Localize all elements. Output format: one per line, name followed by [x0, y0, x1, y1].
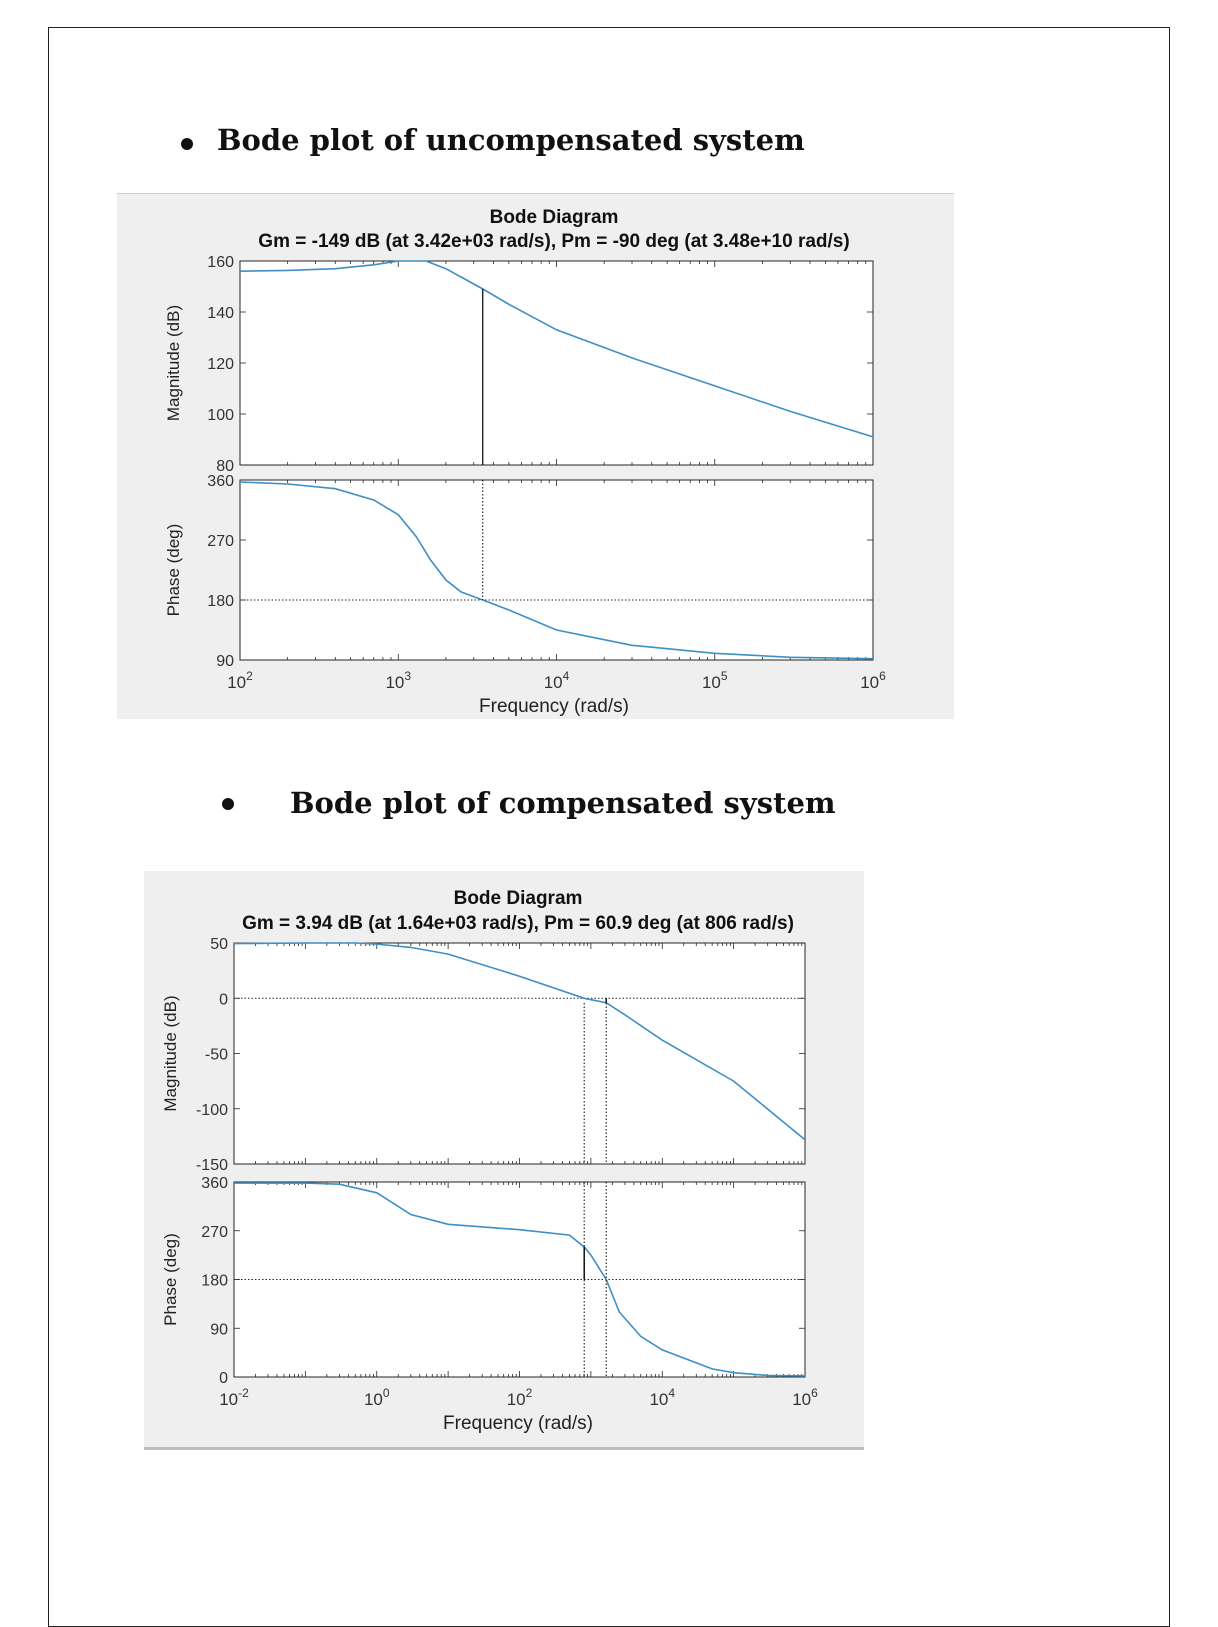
magnitude-y-tick-label: -50 — [205, 1047, 228, 1064]
magnitude-y-tick-label: 50 — [210, 936, 228, 953]
magnitude-y-tick-label: 160 — [207, 254, 234, 271]
x-axis-label: Frequency (rad/s) — [443, 1413, 593, 1434]
magnitude-response-curve — [233, 942, 806, 1141]
x-tick-label: 104 — [544, 669, 570, 692]
x-tick-label: 106 — [792, 1386, 818, 1409]
phase-y-tick-label: 360 — [207, 473, 234, 490]
magnitude-y-tick-label: 80 — [216, 458, 234, 475]
magnitude-y-tick-label: -100 — [196, 1102, 228, 1119]
phase-y-tick-label: 270 — [201, 1224, 228, 1241]
phase-y-tick-label: 180 — [201, 1273, 228, 1290]
phase-axes-box — [239, 479, 874, 661]
magnitude-y-tick-label: 120 — [207, 356, 234, 373]
bode-chart-compensated: Bode Diagram Gm = 3.94 dB (at 1.64e+03 ra… — [161, 888, 818, 1434]
chart-subtitle: Gm = 3.94 dB (at 1.64e+03 rad/s), Pm = 6… — [242, 913, 794, 934]
x-tick-label: 103 — [385, 669, 411, 692]
phase-y-tick-label: 90 — [210, 1321, 228, 1338]
bode-figure-compensated: Bode Diagram Gm = 3.94 dB (at 1.64e+03 ra… — [144, 871, 864, 1450]
phase-y-tick-label: 90 — [216, 653, 234, 670]
phase-axes-box — [233, 1181, 806, 1378]
x-tick-label: 102 — [507, 1386, 533, 1409]
bullet-1 — [181, 138, 193, 150]
bode-figure-uncompensated: Bode Diagram Gm = -149 dB (at 3.42e+03 ra… — [117, 193, 954, 719]
phase-y-tick-label: 360 — [201, 1175, 228, 1192]
magnitude-y-tick-label: 140 — [207, 305, 234, 322]
magnitude-response-curve — [239, 260, 874, 438]
chart-subtitle: Gm = -149 dB (at 3.42e+03 rad/s), Pm = -… — [258, 231, 849, 252]
magnitude-y-axis-label: Magnitude (dB) — [161, 995, 180, 1111]
x-axis-label: Frequency (rad/s) — [479, 696, 629, 717]
x-tick-label: 104 — [649, 1386, 675, 1409]
magnitude-y-axis-label: Magnitude (dB) — [164, 305, 183, 421]
heading-compensated: Bode plot of compensated system — [290, 786, 836, 820]
bode-chart-uncompensated: Bode Diagram Gm = -149 dB (at 3.42e+03 ra… — [164, 207, 886, 717]
phase-y-axis-label: Phase (deg) — [164, 524, 183, 617]
magnitude-axes-box — [239, 260, 874, 466]
bullet-2 — [222, 798, 234, 810]
phase-response-curve — [239, 481, 874, 660]
chart-title: Bode Diagram — [490, 207, 619, 228]
phase-response-curve — [234, 1182, 806, 1377]
x-tick-label: 106 — [860, 669, 886, 692]
phase-y-axis-label: Phase (deg) — [161, 1233, 180, 1326]
phase-y-tick-label: 180 — [207, 593, 234, 610]
phase-y-tick-label: 0 — [219, 1370, 228, 1387]
heading-uncompensated: Bode plot of uncompensated system — [217, 123, 805, 157]
x-tick-label: 100 — [364, 1386, 390, 1409]
x-tick-label: 10-2 — [219, 1386, 249, 1409]
phase-y-tick-label: 270 — [207, 533, 234, 550]
magnitude-y-tick-label: 0 — [219, 991, 228, 1008]
magnitude-y-tick-label: 100 — [207, 407, 234, 424]
x-tick-label: 105 — [702, 669, 728, 692]
chart-title: Bode Diagram — [454, 888, 583, 909]
magnitude-axes-box — [233, 942, 806, 1165]
x-tick-label: 102 — [227, 669, 253, 692]
magnitude-y-tick-label: -150 — [196, 1157, 228, 1174]
